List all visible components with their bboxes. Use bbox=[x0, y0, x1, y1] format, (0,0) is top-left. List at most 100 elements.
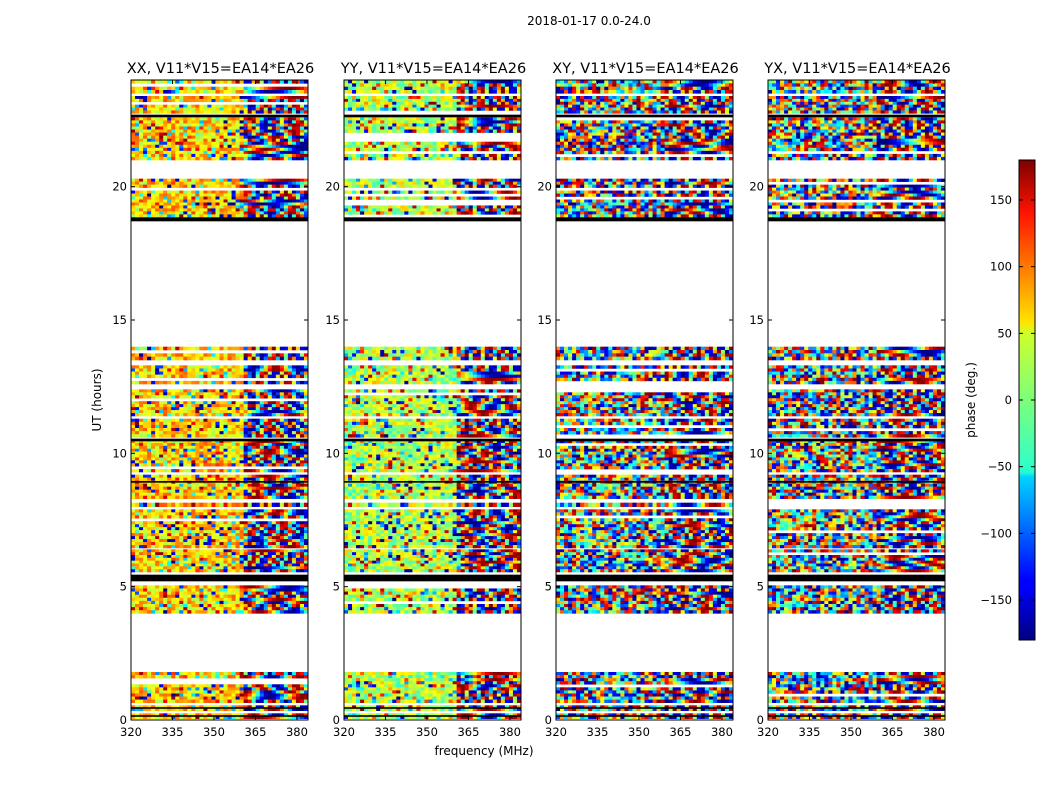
heatmap-cell bbox=[195, 545, 200, 549]
heatmap-cell bbox=[263, 442, 269, 447]
heatmap-cell bbox=[207, 552, 212, 556]
heatmap-cell bbox=[271, 563, 277, 567]
heatmap-cell bbox=[163, 431, 168, 435]
heatmap-cell bbox=[263, 675, 269, 679]
heatmap-cell bbox=[267, 404, 273, 408]
heatmap-cell bbox=[135, 434, 140, 438]
heatmap-cell bbox=[247, 693, 253, 697]
heatmap-cell bbox=[243, 549, 249, 553]
heatmap-cell bbox=[259, 512, 265, 516]
heatmap-cell bbox=[295, 392, 301, 396]
heatmap-cell bbox=[195, 365, 200, 369]
heatmap-cell bbox=[163, 371, 168, 375]
heatmap-cell bbox=[143, 495, 148, 499]
heatmap-cell bbox=[279, 708, 285, 711]
heatmap-cell bbox=[195, 442, 200, 447]
heatmap-cell bbox=[287, 96, 293, 100]
heatmap-cell bbox=[271, 147, 277, 152]
heatmap-cell bbox=[231, 713, 236, 717]
heatmap-cell bbox=[259, 107, 265, 111]
heatmap-cell bbox=[267, 708, 273, 711]
heatmap-cell bbox=[287, 353, 293, 357]
heatmap-cell bbox=[147, 196, 152, 200]
heatmap-cell bbox=[167, 442, 172, 447]
heatmap-cell bbox=[303, 483, 309, 487]
heatmap-cell bbox=[191, 445, 196, 450]
heatmap-cell bbox=[175, 214, 180, 218]
heatmap-cell bbox=[223, 684, 228, 688]
heatmap-cell bbox=[283, 156, 289, 161]
heatmap-cell bbox=[199, 495, 204, 499]
heatmap-cell bbox=[203, 98, 208, 103]
heatmap-cell bbox=[271, 368, 277, 372]
heatmap-cell bbox=[207, 135, 212, 139]
heatmap-cell bbox=[299, 196, 305, 200]
heatmap-cell bbox=[263, 199, 269, 203]
heatmap-cell bbox=[155, 675, 160, 679]
heatmap-cell bbox=[139, 533, 144, 537]
heatmap-cell bbox=[163, 202, 168, 206]
heatmap-cell bbox=[155, 442, 160, 447]
heatmap-cell bbox=[151, 141, 156, 146]
heatmap-cell bbox=[303, 591, 309, 595]
heatmap-cell bbox=[155, 533, 160, 537]
heatmap-cell bbox=[291, 126, 297, 130]
heatmap-cell bbox=[207, 492, 212, 496]
heatmap-cell bbox=[275, 380, 281, 385]
heatmap-cell bbox=[291, 542, 297, 546]
heatmap-cell bbox=[303, 477, 309, 481]
heatmap-cell bbox=[151, 156, 156, 161]
heatmap-cell bbox=[291, 591, 297, 595]
heatmap-cell bbox=[275, 542, 281, 546]
heatmap-cell bbox=[239, 407, 245, 411]
heatmap-cell bbox=[227, 199, 232, 203]
heatmap-cell bbox=[191, 604, 196, 608]
heatmap-cell bbox=[187, 533, 192, 537]
heatmap-cell bbox=[247, 708, 253, 711]
heatmap-cell bbox=[219, 178, 224, 182]
heatmap-cell bbox=[159, 193, 164, 197]
heatmap-cell bbox=[239, 181, 245, 185]
heatmap-cell bbox=[131, 557, 136, 561]
heatmap-cell bbox=[303, 141, 309, 146]
heatmap-cell bbox=[195, 607, 200, 611]
heatmap-cell bbox=[255, 512, 261, 516]
heatmap-cell bbox=[227, 560, 232, 564]
heatmap-cell bbox=[179, 389, 184, 393]
heatmap-cell bbox=[215, 208, 220, 212]
heatmap-cell bbox=[159, 178, 164, 182]
heatmap-cell bbox=[263, 410, 269, 414]
heatmap-cell bbox=[155, 597, 160, 602]
heatmap-cell bbox=[179, 208, 184, 212]
heatmap-cell bbox=[131, 392, 136, 396]
heatmap-cell bbox=[211, 477, 216, 481]
heatmap-cell bbox=[151, 208, 156, 212]
heatmap-cell bbox=[283, 591, 289, 595]
heatmap-cell bbox=[299, 126, 305, 130]
heatmap-cell bbox=[247, 552, 253, 556]
heatmap-cell bbox=[247, 129, 253, 133]
heatmap-cell bbox=[155, 588, 160, 592]
heatmap-cell bbox=[291, 495, 297, 499]
heatmap-cell bbox=[247, 410, 253, 414]
heatmap-cell bbox=[275, 374, 281, 379]
heatmap-cell bbox=[195, 199, 200, 203]
heatmap-cell bbox=[199, 147, 204, 152]
heatmap-cell bbox=[195, 150, 200, 155]
heatmap-cell bbox=[139, 434, 144, 438]
heatmap-cell bbox=[231, 597, 236, 602]
heatmap-cell bbox=[155, 445, 160, 450]
heatmap-cell bbox=[259, 431, 265, 435]
heatmap-cell bbox=[175, 208, 180, 212]
heatmap-cell bbox=[227, 489, 232, 493]
heatmap-cell bbox=[299, 512, 305, 516]
heatmap-cell bbox=[287, 557, 293, 561]
heatmap-cell bbox=[231, 193, 236, 197]
heatmap-cell bbox=[231, 129, 236, 133]
heatmap-cell bbox=[211, 424, 216, 429]
heatmap-cell bbox=[219, 107, 224, 111]
heatmap-cell bbox=[171, 696, 176, 700]
heatmap-cell bbox=[171, 413, 176, 417]
heatmap-cell bbox=[243, 96, 249, 100]
heatmap-cell bbox=[143, 407, 148, 411]
